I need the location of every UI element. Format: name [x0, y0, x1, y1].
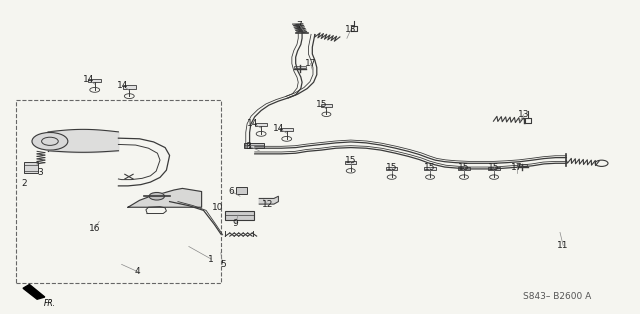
Bar: [280, 128, 293, 131]
Bar: [244, 143, 264, 148]
Polygon shape: [128, 188, 202, 207]
Text: 14: 14: [83, 75, 94, 84]
Text: 13: 13: [518, 110, 529, 119]
Text: 1: 1: [209, 255, 214, 263]
Bar: [16, 100, 221, 283]
Bar: [424, 167, 436, 170]
Bar: [458, 167, 470, 170]
Bar: [123, 85, 136, 89]
Text: 15: 15: [345, 156, 356, 165]
Polygon shape: [259, 196, 278, 204]
Text: 13: 13: [345, 25, 356, 34]
Bar: [488, 167, 500, 170]
Text: 5: 5: [220, 260, 225, 269]
Text: 15: 15: [316, 100, 327, 109]
Text: 17: 17: [305, 59, 316, 68]
Text: 17: 17: [511, 163, 523, 171]
Bar: [24, 162, 38, 173]
Bar: [294, 66, 306, 68]
Bar: [255, 123, 268, 126]
Circle shape: [32, 133, 68, 150]
Text: 7: 7: [297, 21, 302, 30]
Circle shape: [149, 192, 164, 200]
Polygon shape: [23, 284, 45, 299]
Text: 15: 15: [488, 163, 500, 171]
Text: 11: 11: [557, 241, 569, 250]
Bar: [225, 211, 254, 220]
Text: 14: 14: [273, 124, 284, 133]
Bar: [321, 104, 332, 107]
Text: 4: 4: [135, 267, 140, 276]
Text: 9: 9: [233, 219, 238, 228]
Text: 15: 15: [458, 163, 470, 171]
Text: 12: 12: [262, 200, 273, 209]
Text: 8: 8: [246, 142, 251, 150]
Text: S843– B2600 A: S843– B2600 A: [523, 292, 591, 301]
Text: 3: 3: [37, 168, 42, 177]
Text: FR.: FR.: [44, 299, 56, 308]
Bar: [236, 187, 247, 194]
Bar: [345, 161, 356, 164]
Text: 14: 14: [247, 119, 259, 127]
Bar: [88, 79, 101, 82]
Bar: [517, 164, 527, 166]
Text: 16: 16: [89, 224, 100, 233]
Text: 15: 15: [424, 163, 436, 171]
Text: 6: 6: [229, 187, 234, 196]
Text: 15: 15: [386, 163, 397, 171]
Text: 10: 10: [212, 203, 223, 212]
Bar: [386, 167, 397, 170]
Text: 14: 14: [117, 81, 129, 90]
Text: 2: 2: [22, 179, 27, 188]
